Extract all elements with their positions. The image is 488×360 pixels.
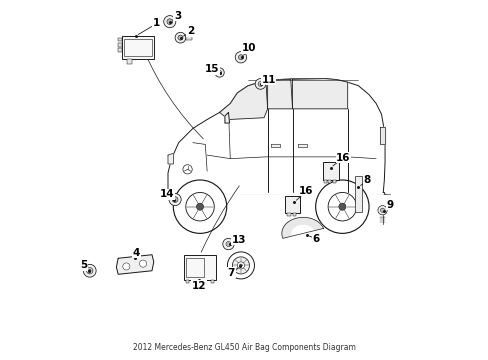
Polygon shape — [379, 127, 384, 144]
Circle shape — [239, 264, 242, 267]
Circle shape — [122, 263, 130, 270]
Bar — [354, 176, 361, 212]
Circle shape — [338, 203, 345, 210]
Circle shape — [255, 78, 265, 89]
Circle shape — [227, 252, 254, 279]
Text: 5: 5 — [80, 260, 87, 270]
Circle shape — [237, 262, 244, 269]
Text: 8: 8 — [363, 175, 370, 185]
Text: 16: 16 — [335, 153, 350, 163]
Circle shape — [183, 165, 192, 174]
Bar — [127, 59, 132, 64]
Bar — [286, 213, 290, 216]
Bar — [118, 43, 122, 46]
Circle shape — [232, 257, 249, 274]
Text: 3: 3 — [174, 10, 181, 21]
Circle shape — [172, 197, 178, 202]
Circle shape — [196, 203, 203, 210]
Text: 6: 6 — [311, 234, 319, 244]
Text: 10: 10 — [242, 43, 256, 53]
Circle shape — [377, 206, 386, 215]
Text: 16: 16 — [299, 186, 313, 196]
Bar — [183, 255, 216, 280]
Polygon shape — [281, 217, 323, 238]
Polygon shape — [172, 178, 228, 202]
Text: 7: 7 — [227, 267, 235, 278]
Circle shape — [223, 238, 234, 250]
Circle shape — [175, 32, 185, 43]
Text: 1: 1 — [152, 18, 160, 28]
Circle shape — [327, 193, 356, 221]
Text: 13: 13 — [231, 235, 245, 245]
Polygon shape — [168, 153, 173, 164]
Polygon shape — [224, 112, 229, 123]
Text: 14: 14 — [159, 189, 174, 199]
Text: 12: 12 — [191, 281, 206, 291]
Circle shape — [173, 180, 226, 233]
Circle shape — [178, 35, 183, 40]
Circle shape — [258, 81, 263, 86]
Bar — [324, 180, 326, 183]
Circle shape — [215, 68, 224, 77]
Circle shape — [166, 19, 172, 24]
Polygon shape — [267, 79, 292, 109]
Bar — [322, 162, 338, 180]
Circle shape — [163, 15, 176, 28]
Text: 15: 15 — [205, 64, 219, 74]
Bar — [185, 36, 192, 40]
Circle shape — [217, 71, 221, 75]
Bar — [122, 36, 153, 59]
Bar — [332, 180, 335, 183]
Circle shape — [315, 180, 368, 233]
Text: 2012 Mercedes-Benz GL450 Air Bag Components Diagram: 2012 Mercedes-Benz GL450 Air Bag Compone… — [133, 343, 355, 352]
Text: 9: 9 — [386, 200, 393, 210]
Bar — [185, 280, 189, 283]
Circle shape — [88, 269, 91, 272]
Text: 11: 11 — [261, 75, 275, 85]
Circle shape — [86, 267, 93, 274]
Polygon shape — [314, 178, 370, 202]
Text: 4: 4 — [133, 248, 140, 258]
Polygon shape — [116, 255, 153, 274]
Bar — [118, 38, 122, 41]
Bar — [328, 180, 331, 183]
Circle shape — [235, 51, 246, 63]
Circle shape — [380, 208, 384, 212]
Circle shape — [139, 260, 146, 267]
Bar — [210, 280, 214, 283]
Polygon shape — [297, 144, 306, 147]
Circle shape — [185, 193, 214, 221]
Bar — [292, 213, 296, 216]
Bar — [118, 48, 122, 52]
Bar — [123, 39, 152, 56]
Bar — [285, 196, 300, 213]
Polygon shape — [292, 78, 347, 109]
Circle shape — [83, 264, 96, 277]
Polygon shape — [219, 80, 267, 120]
Circle shape — [225, 242, 230, 247]
Bar — [186, 257, 203, 277]
Polygon shape — [168, 78, 384, 194]
Circle shape — [238, 55, 243, 60]
Text: 2: 2 — [186, 26, 194, 36]
Circle shape — [169, 194, 181, 206]
Polygon shape — [271, 144, 280, 147]
